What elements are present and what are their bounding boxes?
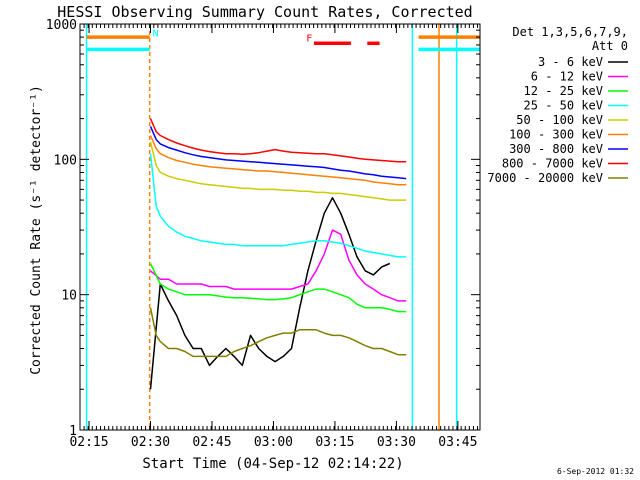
- series-line-8: [149, 307, 407, 358]
- x-tick-label-4: 03:15: [315, 435, 354, 450]
- legend-label-2: 12 - 25 keV: [524, 84, 603, 98]
- y-tick-label-3: 1000: [46, 18, 77, 33]
- series-line-6: [149, 126, 407, 180]
- flag-label-f: F: [306, 34, 312, 45]
- series-line-7: [149, 118, 407, 163]
- x-tick-label-6: 03:45: [438, 435, 477, 450]
- y-tick-label-1: 10: [61, 289, 77, 304]
- series-line-3: [149, 153, 407, 258]
- x-tick-label-1: 02:30: [131, 435, 170, 450]
- axis-marks: 1 10 100 1000 02:15 02:30 02:45 03:00 03:15 03:30…: [46, 18, 481, 450]
- x-tick-label-5: 03:30: [377, 435, 416, 450]
- legend-header-1: Att 0: [592, 39, 628, 53]
- legend-label-5: 100 - 300 keV: [509, 128, 603, 142]
- legend-label-1: 6 - 12 keV: [531, 70, 603, 84]
- y-tick-label-0: 1: [69, 424, 77, 439]
- x-axis-label: Start Time (04-Sep-12 02:14:22): [142, 456, 403, 472]
- date-stamp: 6-Sep-2012 01:32: [557, 467, 634, 476]
- plot-frame: [79, 23, 481, 431]
- flag-label-s: S: [153, 17, 159, 28]
- legend-label-6: 300 - 800 keV: [509, 142, 603, 156]
- y-axis-label: Corrected Count Rate (s⁻¹ detector⁻¹): [29, 85, 44, 375]
- legend-label-4: 50 - 100 keV: [516, 113, 603, 127]
- legend-label-7: 800 - 7000 keV: [502, 157, 603, 171]
- plot-marks: SN F: [85, 17, 480, 430]
- series-line-5: [149, 135, 407, 186]
- x-tick-label-0: 02:15: [69, 435, 108, 450]
- series-line-4: [149, 141, 407, 201]
- y-tick-label-2: 100: [54, 153, 77, 168]
- legend-header-0: Det 1,3,5,6,7,9,: [512, 25, 628, 39]
- legend-label-3: 25 - 50 keV: [524, 99, 603, 113]
- series-line-0: [149, 197, 391, 390]
- x-tick-label-2: 02:45: [192, 435, 231, 450]
- plot-area: SN F: [85, 17, 480, 430]
- legend-label-0: 3 - 6 keV: [538, 55, 603, 69]
- chart-title: HESSI Observing Summary Count Rates, Cor…: [57, 3, 472, 21]
- flag-label-n: N: [153, 28, 159, 39]
- series-line-2: [149, 263, 407, 313]
- x-tick-label-3: 03:00: [254, 435, 293, 450]
- series-line-1: [150, 229, 407, 302]
- legend-label-8: 7000 - 20000 keV: [487, 171, 603, 185]
